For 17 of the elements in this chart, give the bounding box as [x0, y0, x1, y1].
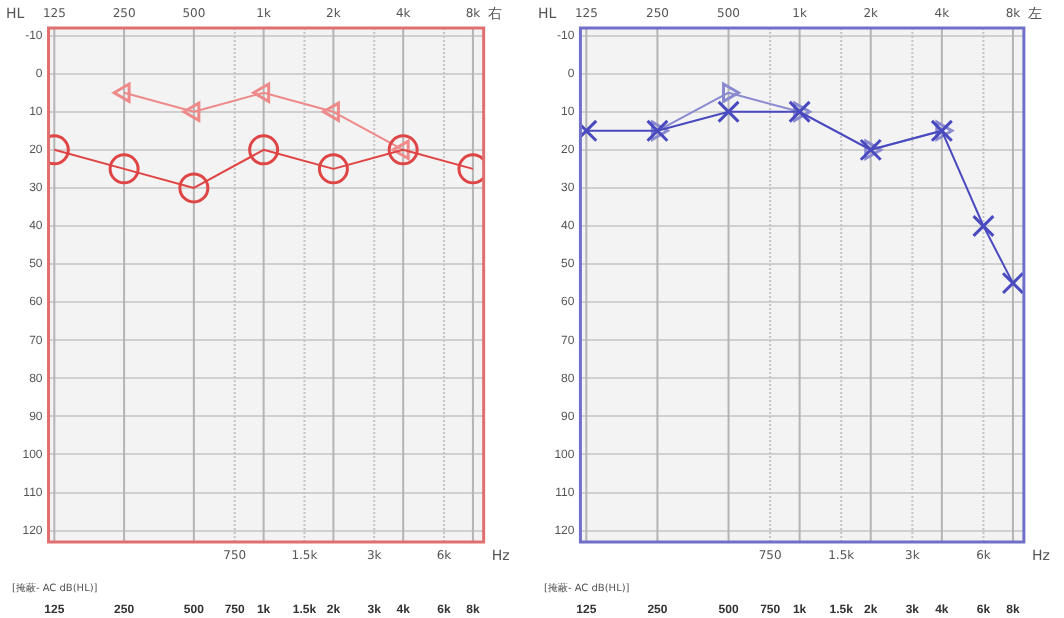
point: [722, 82, 741, 103]
point: [182, 101, 201, 122]
point: [112, 82, 131, 103]
point: [793, 101, 812, 122]
point: [859, 138, 883, 162]
point: [317, 153, 349, 185]
point: [178, 172, 210, 204]
point: [321, 101, 340, 122]
point: [930, 119, 954, 143]
point: [108, 153, 140, 185]
point: [248, 134, 280, 166]
point: [717, 100, 740, 124]
point: [864, 139, 883, 160]
point: [788, 100, 812, 124]
point: [252, 82, 271, 103]
point: [387, 134, 419, 166]
point: [935, 120, 954, 141]
